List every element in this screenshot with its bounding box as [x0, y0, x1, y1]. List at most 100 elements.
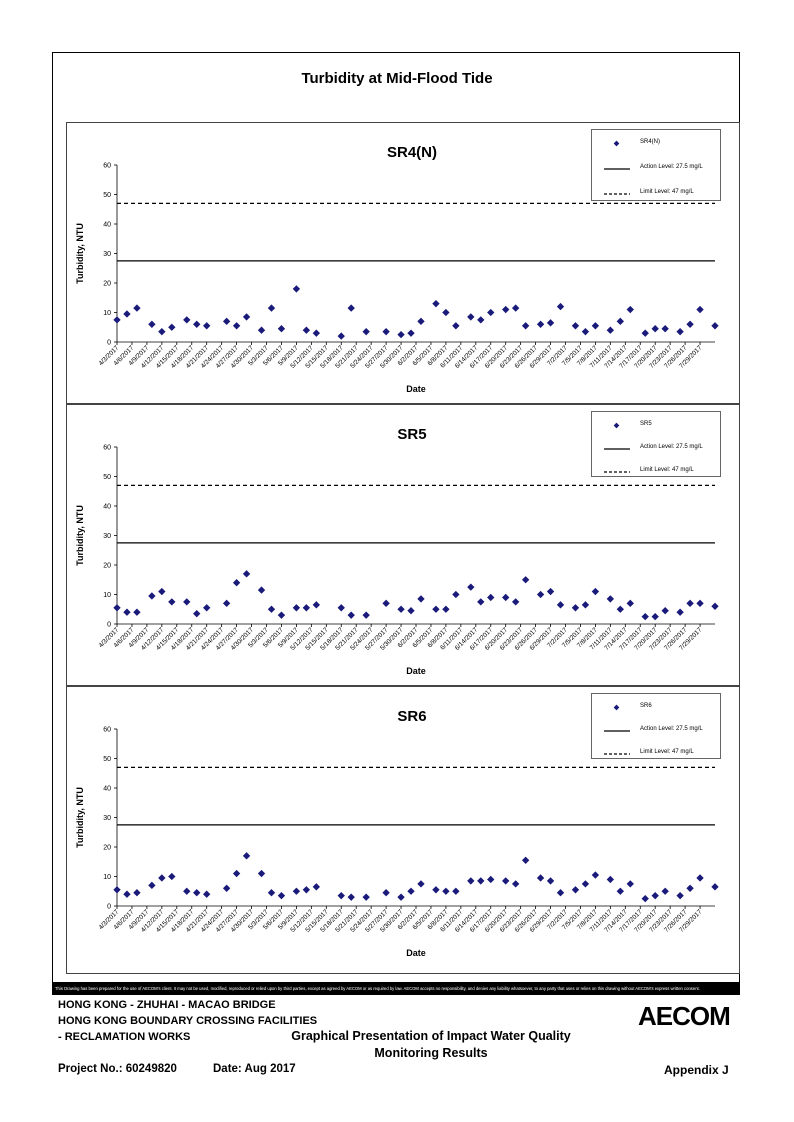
y-tick-label: 30	[103, 815, 111, 822]
data-point	[651, 325, 659, 333]
legend-action-level: Action Level: 27.5 mg/L	[592, 163, 720, 175]
data-point	[362, 893, 370, 901]
y-tick-label: 10	[103, 874, 111, 881]
data-point	[651, 891, 659, 900]
data-point	[292, 604, 301, 612]
data-point	[183, 316, 191, 324]
solid-line-icon	[604, 166, 630, 172]
data-point	[277, 611, 286, 619]
data-point	[432, 299, 440, 308]
data-point	[183, 887, 191, 895]
legend-action-level: Action Level: 27.5 mg/L	[592, 725, 720, 737]
y-axis-label: Turbidity, NTU	[75, 223, 85, 284]
legend-series: SR6	[592, 702, 720, 714]
data-point	[168, 872, 176, 881]
data-point	[382, 599, 390, 608]
data-point	[382, 889, 390, 897]
data-point	[203, 322, 211, 330]
data-point	[277, 325, 286, 333]
figure-heading-1: Graphical Presentation of Impact Water Q…	[291, 1029, 571, 1043]
aecom-logo: AECOM	[638, 1001, 731, 1031]
legend-series: SR5	[592, 420, 720, 432]
data-point	[591, 587, 600, 596]
y-tick-label: 20	[103, 845, 111, 852]
data-point	[362, 327, 370, 336]
data-point	[148, 881, 156, 890]
legend: SR6 Action Level: 27.5 mg/L Limit Level:…	[591, 693, 721, 759]
figure-heading-2: Monitoring Results	[374, 1046, 488, 1060]
chart-title: SR6	[397, 708, 426, 725]
data-point	[591, 322, 600, 330]
data-point	[521, 322, 530, 330]
chart-title: SR4(N)	[387, 144, 437, 161]
data-point	[397, 605, 405, 613]
data-point	[337, 891, 345, 900]
data-point	[711, 322, 719, 330]
disclaimer-bar: This Drawing has been prepared for the u…	[52, 982, 740, 995]
data-point	[337, 332, 345, 340]
project-line-3: - RECLAMATION WORKS	[58, 1031, 191, 1043]
legend-series: SR4(N)	[592, 138, 720, 150]
data-point	[347, 893, 355, 901]
y-tick-label: 60	[103, 163, 111, 170]
data-point	[616, 887, 624, 895]
y-tick-label: 50	[103, 192, 111, 199]
project-line-1: HONG KONG - ZHUHAI - MACAO BRIDGE	[58, 999, 276, 1011]
data-point	[232, 579, 241, 587]
data-point	[193, 320, 201, 328]
data-point	[442, 308, 450, 317]
y-tick-label: 10	[103, 310, 111, 317]
data-point	[432, 886, 440, 894]
chart-panel-sr5: SR5 0 10 20 30 40 50 60 4/3/2017 4/6/2017 4/9/2017…	[66, 404, 740, 686]
legend-limit-level: Limit Level: 47 mg/L	[592, 188, 720, 200]
data-point	[487, 875, 495, 884]
data-point	[626, 599, 634, 608]
data-point	[302, 886, 311, 894]
chart-panel-sr4n: SR4(N) 0 10 20 30 40 50 60 4/3/2017 4/6/2017 4/9/2…	[66, 122, 740, 404]
data-point	[183, 598, 191, 606]
data-point	[626, 305, 634, 314]
data-point	[417, 317, 425, 326]
data-point	[158, 587, 166, 596]
solid-line-icon	[604, 446, 630, 452]
legend: SR5 Action Level: 27.5 mg/L Limit Level:…	[591, 411, 721, 477]
data-point	[382, 327, 390, 336]
dashed-line-icon	[604, 469, 630, 475]
data-point	[442, 887, 450, 895]
data-point	[312, 329, 321, 337]
data-point	[267, 304, 276, 312]
data-point	[521, 576, 530, 584]
data-point	[113, 604, 121, 612]
y-tick-label: 50	[103, 756, 111, 763]
project-number: Project No.: 60249820	[58, 1063, 177, 1075]
data-point	[397, 330, 405, 339]
report-date: Date: Aug 2017	[213, 1063, 296, 1075]
data-point	[606, 326, 615, 334]
data-point	[556, 601, 565, 609]
data-point	[267, 605, 276, 613]
y-tick-label: 0	[107, 622, 111, 629]
data-point	[696, 305, 704, 314]
data-point	[696, 599, 704, 608]
data-point	[467, 877, 475, 885]
data-point	[113, 316, 121, 324]
data-point	[302, 326, 311, 334]
data-point	[571, 886, 580, 894]
data-point	[407, 329, 415, 337]
x-axis-label: Date	[406, 384, 426, 394]
data-point	[661, 887, 669, 895]
data-point	[232, 322, 241, 330]
data-point	[417, 595, 425, 603]
data-point	[222, 884, 231, 892]
data-point	[292, 887, 301, 895]
data-point	[477, 316, 485, 324]
data-point	[133, 608, 141, 616]
diamond-marker-icon	[604, 704, 630, 711]
data-point	[556, 889, 565, 897]
data-point	[581, 601, 590, 609]
data-point	[606, 595, 615, 603]
data-point	[502, 305, 510, 314]
data-point	[641, 612, 649, 621]
data-point	[546, 587, 555, 596]
data-point	[168, 323, 176, 331]
